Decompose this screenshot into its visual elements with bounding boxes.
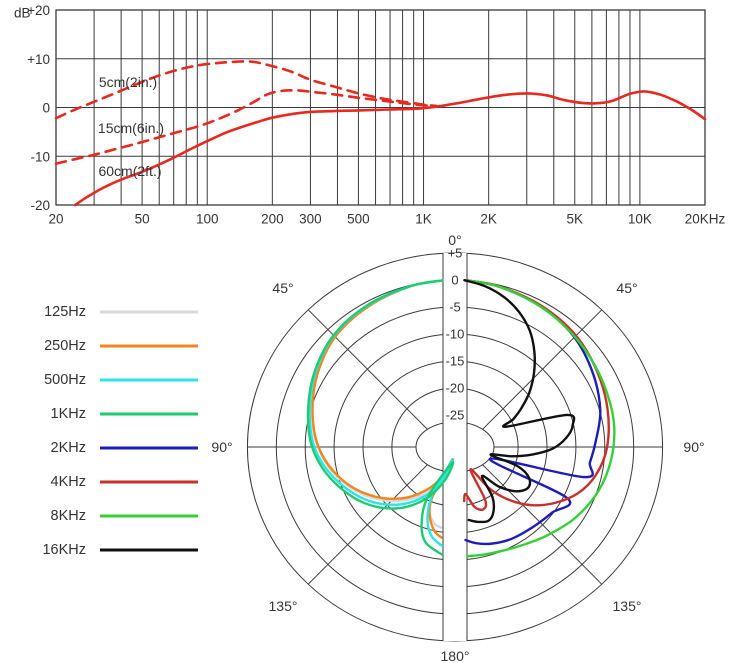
polar-curve-1KHz xyxy=(306,279,455,557)
polar-curve-8KHz xyxy=(466,279,616,558)
polar-angle-label-135-right: 135° xyxy=(613,598,642,614)
fr-x-tick-label: 5K xyxy=(566,212,583,227)
polar-angle-label-0: 0° xyxy=(448,232,461,248)
polar-radial-label: -10 xyxy=(446,327,465,342)
polar-curve-4KHz xyxy=(463,279,610,511)
legend-label: 16KHz xyxy=(42,542,86,558)
fr-plot-border xyxy=(55,9,706,206)
polar-top-channel xyxy=(443,253,467,447)
legend-item-8KHz: 8KHz xyxy=(51,508,198,524)
fr-y-tick-label: 0 xyxy=(42,101,50,116)
fr-x-tick-label: 20KHz xyxy=(685,212,726,227)
legend-label: 500Hz xyxy=(44,372,86,388)
fr-x-tick-label: 1K xyxy=(415,212,432,227)
legend-item-16KHz: 16KHz xyxy=(42,542,198,558)
fr-x-tick-label: 2K xyxy=(480,212,497,227)
polar-axis-45 xyxy=(307,309,428,430)
fr-y-unit-label: dB xyxy=(14,6,31,21)
polar-axis-135 xyxy=(482,464,603,585)
polar-radial-label: -20 xyxy=(446,381,465,396)
fr-x-tick-label: 20 xyxy=(48,212,63,227)
fr-x-tick-label: 200 xyxy=(261,212,284,227)
polar-legend: 125Hz 250Hz 500Hz 1KHz 2KHz 4KHz 8KHz 16KHz xyxy=(42,304,198,558)
fr-curve-label: 15cm(6in.) xyxy=(98,120,164,136)
legend-label: 125Hz xyxy=(44,304,86,320)
polar-radial-label: 0 xyxy=(451,273,458,288)
polar-radial-label: +5 xyxy=(448,246,463,261)
polar-pattern-chart: +5 0 -5 -10 -15 -20 -25 0° 180° 45° 45° 90° 90° 135° 1… xyxy=(211,232,704,663)
polar-axis-45 xyxy=(482,309,603,430)
polar-angle-label-180: 180° xyxy=(441,648,470,663)
fr-curve-5cm2in xyxy=(54,60,438,120)
legend-item-125Hz: 125Hz xyxy=(44,304,198,320)
fr-y-tick-label: +10 xyxy=(27,52,50,67)
fr-x-tick-label: 300 xyxy=(299,212,322,227)
fr-x-tick-label: 100 xyxy=(196,212,219,227)
legend-item-1KHz: 1KHz xyxy=(51,406,198,422)
fr-y-tick-label: -10 xyxy=(30,149,50,164)
legend-label: 4KHz xyxy=(51,474,86,490)
polar-radial-label: -15 xyxy=(446,354,465,369)
legend-item-4KHz: 4KHz xyxy=(51,474,198,490)
polar-curve-16KHz xyxy=(463,279,576,524)
polar-radial-label: -5 xyxy=(449,300,461,315)
fr-x-tick-label: 50 xyxy=(135,212,150,227)
fr-curve-60cm2ft xyxy=(73,90,707,207)
polar-curve-500Hz xyxy=(308,279,455,547)
polar-angle-label-90-left: 90° xyxy=(211,439,232,455)
polar-bottom-channel xyxy=(443,447,467,641)
legend-label: 1KHz xyxy=(51,406,86,422)
legend-label: 250Hz xyxy=(44,338,86,354)
fr-x-tick-label: 500 xyxy=(347,212,370,227)
polar-radial-label: -25 xyxy=(446,408,465,423)
legend-label: 2KHz xyxy=(51,440,86,456)
fr-curve-15cm6in xyxy=(54,89,438,165)
fr-x-tick-label: 10K xyxy=(628,212,652,227)
fr-y-tick-label: +20 xyxy=(27,3,50,18)
legend-label: 8KHz xyxy=(51,508,86,524)
fr-curve-label: 5cm(2in.) xyxy=(99,74,157,90)
fr-curve-label: 60cm(2ft.) xyxy=(98,163,161,179)
polar-axis-135 xyxy=(307,464,428,585)
legend-item-250Hz: 250Hz xyxy=(44,338,198,354)
polar-angle-label-45-right: 45° xyxy=(616,280,637,296)
polar-angle-label-45-left: 45° xyxy=(272,280,293,296)
polar-angle-label-135-left: 135° xyxy=(269,598,298,614)
polar-angle-label-90-right: 90° xyxy=(683,439,704,455)
legend-item-500Hz: 500Hz xyxy=(44,372,198,388)
legend-item-2KHz: 2KHz xyxy=(51,440,198,456)
fr-y-tick-label: -20 xyxy=(30,198,50,213)
